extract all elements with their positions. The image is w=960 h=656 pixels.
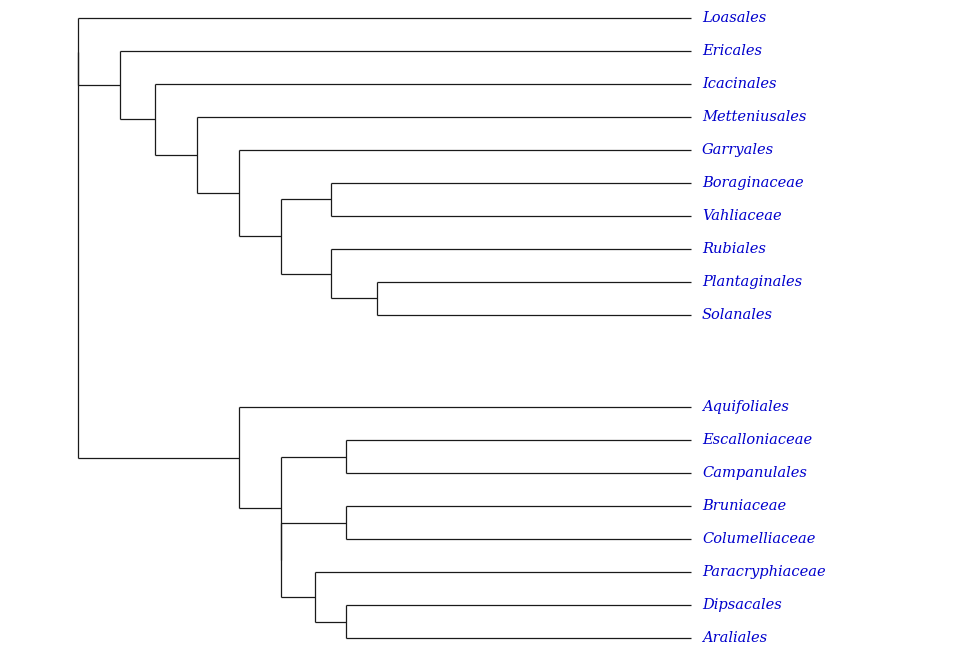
Text: Columelliaceae: Columelliaceae <box>702 532 815 546</box>
Text: Campanulales: Campanulales <box>702 466 807 480</box>
Text: Metteniusales: Metteniusales <box>702 110 806 124</box>
Text: Loasales: Loasales <box>702 11 766 25</box>
Text: Ericales: Ericales <box>702 44 762 58</box>
Text: Paracryphiaceae: Paracryphiaceae <box>702 565 826 579</box>
Text: Solanales: Solanales <box>702 308 773 322</box>
Text: Bruniaceae: Bruniaceae <box>702 499 786 513</box>
Text: Escalloniaceae: Escalloniaceae <box>702 433 812 447</box>
Text: Aquifoliales: Aquifoliales <box>702 400 789 414</box>
Text: Rubiales: Rubiales <box>702 242 766 256</box>
Text: Araliales: Araliales <box>702 631 767 645</box>
Text: Icacinales: Icacinales <box>702 77 777 91</box>
Text: Vahliaceae: Vahliaceae <box>702 209 781 223</box>
Text: Dipsacales: Dipsacales <box>702 598 781 612</box>
Text: Boraginaceae: Boraginaceae <box>702 176 804 190</box>
Text: Garryales: Garryales <box>702 143 774 157</box>
Text: Plantaginales: Plantaginales <box>702 275 803 289</box>
